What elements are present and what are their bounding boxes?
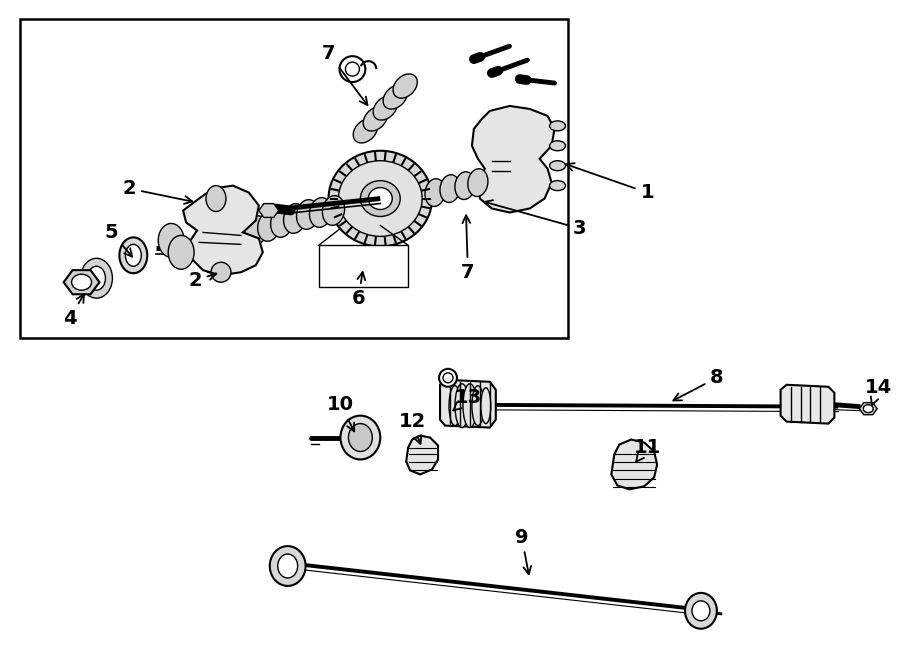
Ellipse shape: [339, 56, 365, 82]
Ellipse shape: [364, 107, 387, 131]
Polygon shape: [64, 270, 100, 294]
Ellipse shape: [257, 212, 280, 241]
Ellipse shape: [168, 235, 194, 269]
Ellipse shape: [468, 169, 488, 196]
Polygon shape: [183, 186, 263, 275]
Ellipse shape: [245, 215, 267, 245]
Ellipse shape: [550, 161, 565, 171]
Ellipse shape: [360, 180, 400, 217]
Ellipse shape: [125, 245, 141, 266]
Ellipse shape: [374, 96, 398, 120]
Bar: [20, 19, 568, 338]
Ellipse shape: [271, 208, 292, 237]
Text: 14: 14: [865, 378, 892, 405]
Ellipse shape: [81, 258, 112, 298]
Polygon shape: [440, 380, 496, 428]
Ellipse shape: [454, 172, 475, 200]
Ellipse shape: [439, 369, 457, 387]
Text: 12: 12: [399, 412, 426, 444]
Bar: [319, 245, 409, 287]
Ellipse shape: [692, 601, 710, 621]
Text: 3: 3: [484, 200, 586, 238]
Polygon shape: [259, 204, 279, 217]
Ellipse shape: [481, 388, 491, 424]
Ellipse shape: [328, 151, 432, 247]
Polygon shape: [472, 106, 554, 212]
Ellipse shape: [120, 237, 148, 273]
Text: 13: 13: [454, 388, 482, 410]
Ellipse shape: [340, 416, 381, 459]
Ellipse shape: [472, 386, 484, 426]
Ellipse shape: [338, 161, 422, 237]
Ellipse shape: [440, 175, 460, 202]
Ellipse shape: [863, 405, 873, 412]
Polygon shape: [611, 440, 657, 489]
Ellipse shape: [206, 186, 226, 212]
Ellipse shape: [550, 141, 565, 151]
Ellipse shape: [449, 386, 461, 426]
Ellipse shape: [425, 178, 446, 206]
Ellipse shape: [455, 384, 469, 428]
Text: 11: 11: [634, 438, 661, 462]
Ellipse shape: [87, 266, 105, 290]
Text: 2: 2: [122, 179, 193, 204]
Polygon shape: [860, 403, 878, 414]
Ellipse shape: [685, 593, 717, 629]
Ellipse shape: [368, 188, 392, 210]
Text: 2: 2: [188, 271, 216, 290]
Ellipse shape: [211, 262, 231, 282]
Text: 8: 8: [673, 368, 724, 401]
Ellipse shape: [393, 74, 418, 98]
Ellipse shape: [346, 62, 359, 76]
Text: 10: 10: [327, 395, 355, 431]
Ellipse shape: [278, 554, 298, 578]
Polygon shape: [780, 385, 834, 424]
Ellipse shape: [284, 204, 306, 233]
Ellipse shape: [296, 200, 319, 229]
Text: 5: 5: [104, 223, 132, 256]
Ellipse shape: [550, 121, 565, 131]
Ellipse shape: [310, 198, 331, 227]
Ellipse shape: [550, 180, 565, 190]
Text: 7: 7: [461, 215, 474, 282]
Ellipse shape: [463, 384, 477, 428]
Ellipse shape: [158, 223, 184, 257]
Text: 1: 1: [566, 163, 654, 202]
Ellipse shape: [270, 546, 306, 586]
Text: 9: 9: [515, 527, 531, 574]
Ellipse shape: [443, 373, 453, 383]
Ellipse shape: [72, 274, 92, 290]
Ellipse shape: [322, 196, 345, 225]
Ellipse shape: [383, 85, 408, 109]
Ellipse shape: [353, 119, 377, 143]
Text: 7: 7: [322, 44, 367, 105]
Ellipse shape: [348, 424, 373, 451]
Text: 4: 4: [63, 294, 84, 328]
Polygon shape: [406, 436, 438, 475]
Text: 6: 6: [352, 272, 365, 307]
